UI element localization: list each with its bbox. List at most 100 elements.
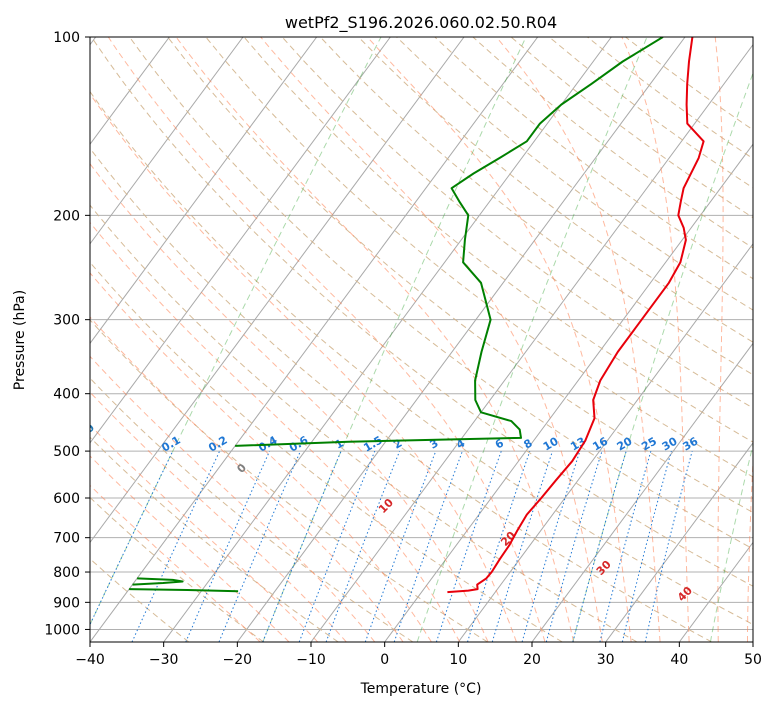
mixing-ratio-line [325, 450, 401, 642]
moist-adiabat-line [90, 424, 319, 642]
x-tick-label: 30 [597, 652, 615, 668]
isotherm-line [90, 37, 318, 345]
mixing-ratio-line [621, 450, 672, 642]
x-tick-label: 0 [380, 652, 389, 668]
temperature-line [447, 37, 705, 594]
moist-adiabat-line [90, 93, 517, 642]
mixing-ratio-line [393, 450, 463, 642]
y-tick-label: 600 [53, 491, 80, 507]
mixing-ratio-line [218, 450, 301, 642]
isohume-line [90, 37, 382, 626]
x-tick-label: 40 [670, 652, 688, 668]
mixing-ratio-line [298, 450, 376, 642]
mixing-ratio-line [572, 450, 627, 642]
moist-adiabat-line [90, 162, 489, 642]
background-lines [90, 37, 753, 642]
y-tick-label: 300 [53, 313, 80, 329]
x-tick-label: −20 [223, 652, 253, 668]
isotherm-line [605, 442, 753, 642]
mixing-ratio-line [599, 450, 652, 642]
moist-adiabat-label: 30 [594, 558, 614, 578]
y-tick-label: 800 [53, 565, 80, 581]
mixing-ratio-label: 8 [521, 437, 534, 452]
isohume-line [416, 37, 648, 642]
dry-adiabat-line [90, 319, 488, 642]
x-tick-label: −10 [296, 652, 326, 668]
dry-adiabat-line [90, 377, 414, 642]
moist-adiabat-line [90, 221, 461, 642]
isotherm-line [531, 342, 753, 642]
dry-adiabat-line [281, 37, 753, 409]
mixing-ratio-line [435, 450, 502, 642]
x-tick-label: 10 [449, 652, 467, 668]
wind-line-lower [129, 588, 239, 593]
y-tick-label: 700 [53, 531, 80, 547]
profile-lines [129, 37, 705, 594]
x-tick-label: 50 [744, 652, 762, 668]
dry-adiabat-line [167, 37, 753, 514]
y-tick-label: 500 [53, 444, 80, 460]
x-tick-label: −30 [149, 652, 179, 668]
moist-adiabat-line [90, 272, 432, 642]
wind-line-upper [132, 577, 184, 586]
isotherm-line [90, 37, 391, 444]
moist-adiabat-line [90, 455, 290, 642]
x-tick-label: 20 [523, 652, 541, 668]
dry-adiabat-line [90, 261, 563, 642]
dry-adiabat-line [548, 37, 753, 189]
moist-adiabat-line [90, 355, 376, 642]
line-labels: 0.10.20.40.611.52346810131620253036-100-… [74, 421, 701, 604]
isotherm-line [384, 143, 753, 642]
y-axis: 100 200 300 400 500 600 700 800 900 1000 [44, 30, 90, 638]
isotherm-line [678, 541, 753, 642]
dry-adiabat-line [90, 204, 638, 642]
moist-adiabat-line [90, 391, 347, 642]
x-axis-label: Temperature (°C) [360, 681, 482, 697]
x-axis: −40 −30 −20 −10 0 10 20 30 40 50 [75, 642, 762, 668]
y-tick-label: 1000 [44, 622, 80, 638]
isotherm-line [90, 37, 244, 245]
moist-adiabat-line [90, 316, 404, 642]
mixing-ratio-line [185, 450, 271, 642]
y-tick-label: 400 [53, 387, 80, 403]
dry-adiabat-line [358, 37, 753, 343]
dry-adiabat-line [129, 37, 753, 550]
moist-adiabat-line [175, 37, 575, 642]
moist-adiabat-line [366, 37, 632, 642]
isotherm-line [90, 37, 465, 544]
isotherm-line [90, 37, 170, 146]
isohume-line [572, 71, 753, 642]
y-tick-label: 200 [53, 208, 80, 224]
y-tick-label: 100 [53, 30, 80, 46]
isotherm-line [310, 43, 753, 642]
mixing-ratio-line [364, 450, 437, 642]
plot-frame [89, 36, 754, 643]
isotherm-line [457, 242, 753, 642]
mixing-ratio-line [467, 450, 531, 642]
mixing-ratio-line [545, 450, 603, 642]
mixing-ratio-label: 2 [391, 437, 404, 452]
dewpoint-line [235, 37, 664, 447]
moist-adiabat-line [496, 37, 661, 642]
isotherm-line [90, 37, 539, 642]
moist-adiabat-line [714, 37, 724, 642]
mixing-ratio-line [491, 450, 553, 642]
dry-adiabat-line [90, 147, 712, 642]
isohume-line [709, 442, 753, 642]
y-axis-label: Pressure (hPa) [12, 290, 28, 390]
moist-adiabat-label: 10 [376, 496, 396, 516]
moist-adiabat-label: 40 [675, 584, 695, 604]
dry-adiabat-line [396, 37, 753, 311]
isotherm-line [236, 37, 686, 642]
isotherm-line [163, 37, 612, 642]
moist-adiabat-line [747, 453, 753, 642]
x-tick-label: −40 [75, 652, 105, 668]
moist-adiabat-line [90, 484, 261, 642]
dry-adiabat-label: -10 [74, 421, 97, 444]
dry-adiabat-line [90, 37, 753, 587]
mixing-ratio-line [262, 450, 342, 642]
mixing-ratio-line [644, 450, 693, 642]
dry-adiabat-line [319, 37, 753, 376]
mixing-ratio-line [521, 450, 581, 642]
